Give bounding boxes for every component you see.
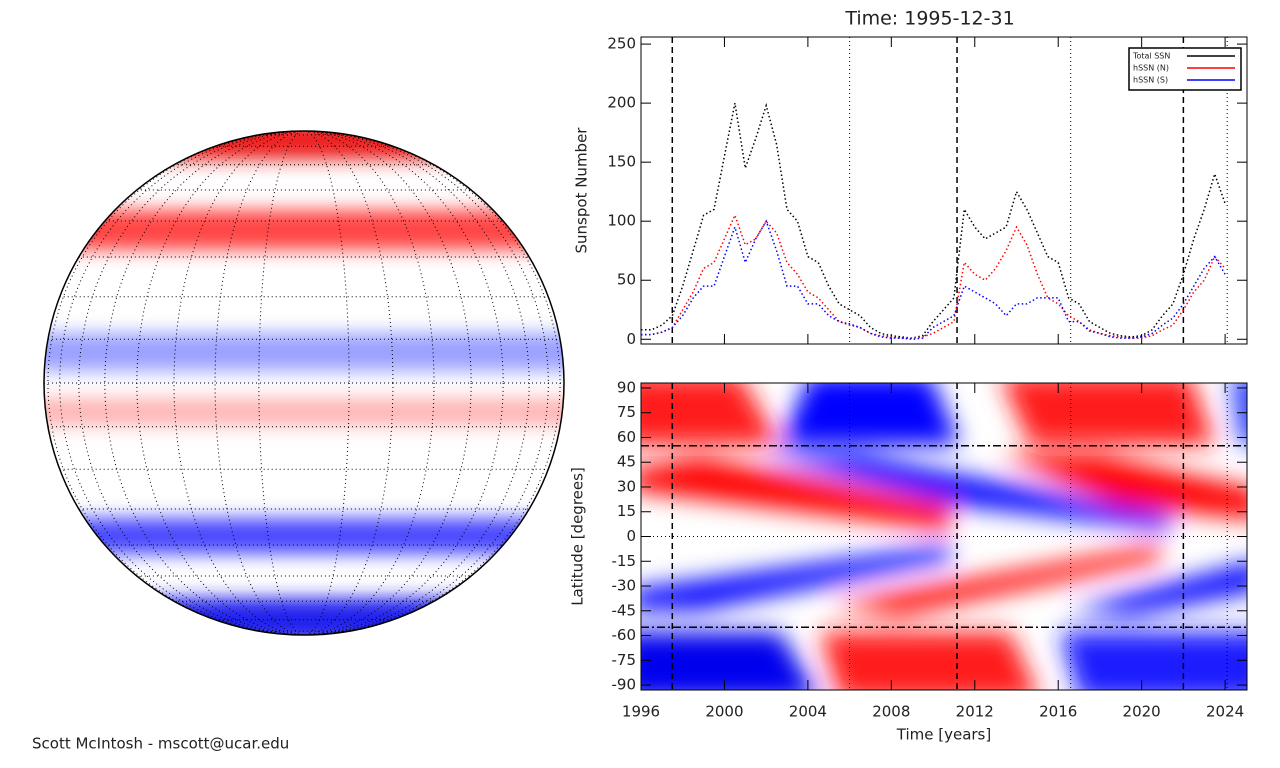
x-tick-label: 2020	[1123, 703, 1161, 721]
y-axis-label: Sunspot Number	[573, 127, 591, 254]
x-tick-label: 2008	[872, 703, 910, 721]
credit: Scott McIntosh - mscott@ucar.edu	[32, 735, 289, 753]
y-tick-label: 250	[607, 35, 636, 53]
legend-label: hSSN (S)	[1133, 76, 1168, 85]
legend-frame	[1128, 47, 1242, 91]
sphere	[44, 131, 564, 635]
y-tick-label: 15	[617, 502, 636, 520]
y-tick-label: 200	[607, 94, 636, 112]
y-tick-label: 0	[626, 527, 636, 545]
y-tick-label: 60	[617, 428, 636, 446]
legend-label: Total SSN	[1132, 52, 1170, 61]
x-tick-label: 2016	[1039, 703, 1077, 721]
y-tick-label: -60	[612, 626, 637, 644]
y-tick-label: 30	[617, 477, 636, 495]
meridian	[104, 131, 504, 635]
y-tick-label: -15	[612, 552, 637, 570]
y-tick-label: 45	[617, 453, 636, 471]
y-tick-label: -30	[612, 577, 637, 595]
legend-label: hSSN (N)	[1133, 64, 1169, 73]
x-axis-label: Time [years]	[896, 726, 991, 744]
plot-frame	[640, 36, 1248, 345]
x-tick-label: 2024	[1206, 703, 1244, 721]
y-tick-label: 0	[626, 330, 636, 348]
y-tick-label: 75	[617, 403, 636, 421]
y-tick-label: 50	[617, 271, 636, 289]
y-tick-label: 90	[617, 378, 636, 396]
sphere-outline	[43, 130, 565, 636]
y-tick-label: -45	[612, 601, 637, 619]
x-tick-label: 1996	[622, 703, 660, 721]
y-axis-label: Latitude [degrees]	[569, 467, 587, 606]
series-line	[641, 219, 1226, 341]
y-tick-label: 100	[607, 212, 636, 230]
y-tick-label: -75	[612, 651, 637, 669]
y-tick-label: 150	[607, 153, 636, 171]
meridian	[258, 131, 350, 635]
x-tick-label: 2012	[956, 703, 994, 721]
x-tick-label: 2000	[705, 703, 743, 721]
y-tick-label: -90	[612, 676, 637, 694]
series-line	[641, 213, 1226, 339]
series-line	[641, 102, 1226, 339]
x-tick-label: 2004	[789, 703, 827, 721]
figure-title: Time: 1995-12-31	[844, 8, 1014, 30]
meridian	[173, 131, 435, 635]
meridian	[78, 131, 530, 635]
heatmap-shading	[641, 383, 1247, 690]
